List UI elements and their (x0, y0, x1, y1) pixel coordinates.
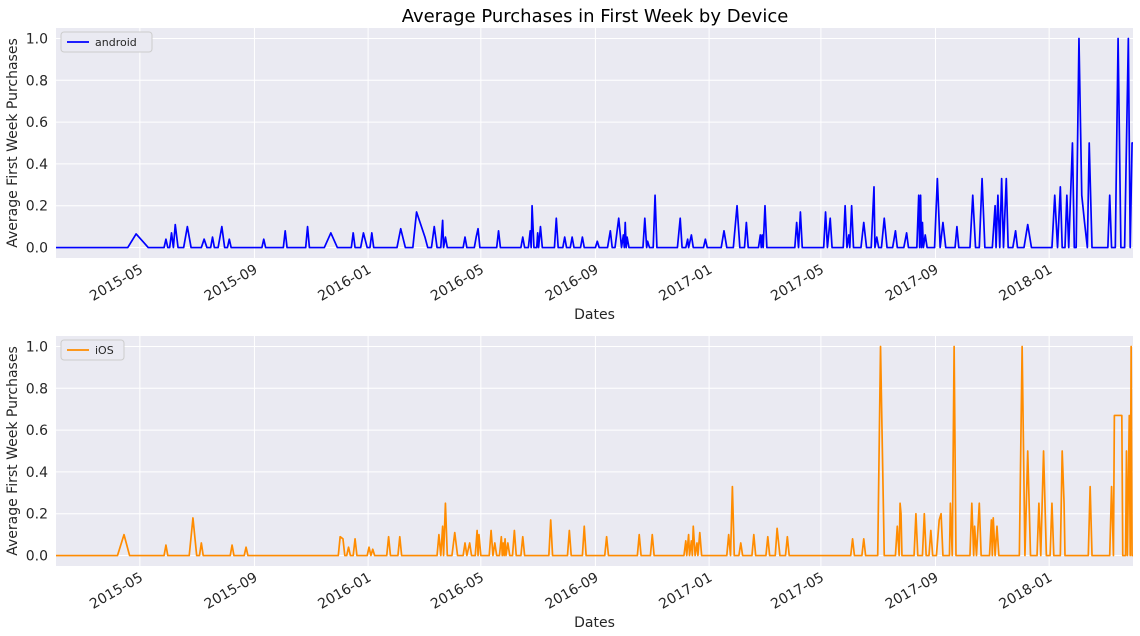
y-tick-label: 0.2 (26, 199, 48, 215)
x-tick-label: 2017-01 (656, 570, 715, 613)
y-tick-label: 0.6 (26, 423, 48, 439)
legend-label: android (95, 36, 137, 49)
x-tick-label: 2017-01 (656, 262, 715, 305)
y-tick-label: 0.8 (26, 381, 48, 397)
x-tick-label: 2016-09 (543, 262, 602, 305)
series-line-ios (56, 345, 1133, 557)
y-tick-label: 0.4 (26, 465, 48, 481)
x-tick-label: 2015-05 (87, 570, 146, 613)
y-tick-label: 1.0 (26, 31, 48, 47)
x-tick-label: 2016-05 (428, 570, 487, 613)
panel-2: 0.0 0.2 0.4 0.6 0.8 1.0 2015-05 2015-09 2016-01 2… (5, 336, 1133, 631)
x-tick-label: 2016-01 (315, 262, 374, 305)
x-tick-label: 2015-09 (202, 570, 261, 613)
x-tick-label: 2018-01 (996, 570, 1055, 613)
x-axis-label: Dates (574, 307, 615, 323)
x-tick-label: 2018-01 (996, 262, 1055, 305)
plot-area (56, 28, 1133, 258)
x-tick-label: 2016-05 (428, 262, 487, 305)
y-tick-label: 0.8 (26, 73, 48, 89)
y-tick-label: 0.4 (26, 157, 48, 173)
y-tick-label: 0.6 (26, 115, 48, 131)
x-axis-label: Dates (574, 615, 615, 631)
legend-box (60, 339, 125, 361)
x-tick-label: 2017-05 (768, 262, 827, 305)
legend: iOS (60, 339, 125, 361)
x-tick-label: 2016-09 (543, 570, 602, 613)
panel-1: 0.0 0.2 0.4 0.6 0.8 1.0 2015-05 2015-09 2016-01 2… (5, 28, 1133, 323)
y-tick-label: 1.0 (26, 339, 48, 355)
x-tick-label: 2015-05 (87, 262, 146, 305)
y-tick-label: 0.0 (26, 549, 48, 565)
legend-box (60, 31, 153, 53)
x-tick-label: 2017-05 (768, 570, 827, 613)
y-axis-label: Average First Week Purchases (5, 38, 21, 248)
x-tick-label: 2017-09 (883, 570, 942, 613)
y-tick-label: 0.0 (26, 241, 48, 257)
y-tick-label: 0.2 (26, 507, 48, 523)
x-tick-label: 2015-09 (202, 262, 261, 305)
legend: android (60, 31, 153, 53)
x-tick-label: 2017-09 (883, 262, 942, 305)
x-tick-label: 2016-01 (315, 570, 374, 613)
chart-title: Average Purchases in First Week by Devic… (402, 6, 789, 27)
y-axis-label: Average First Week Purchases (5, 346, 21, 556)
series-line-android (56, 37, 1133, 249)
legend-label: iOS (95, 344, 114, 357)
